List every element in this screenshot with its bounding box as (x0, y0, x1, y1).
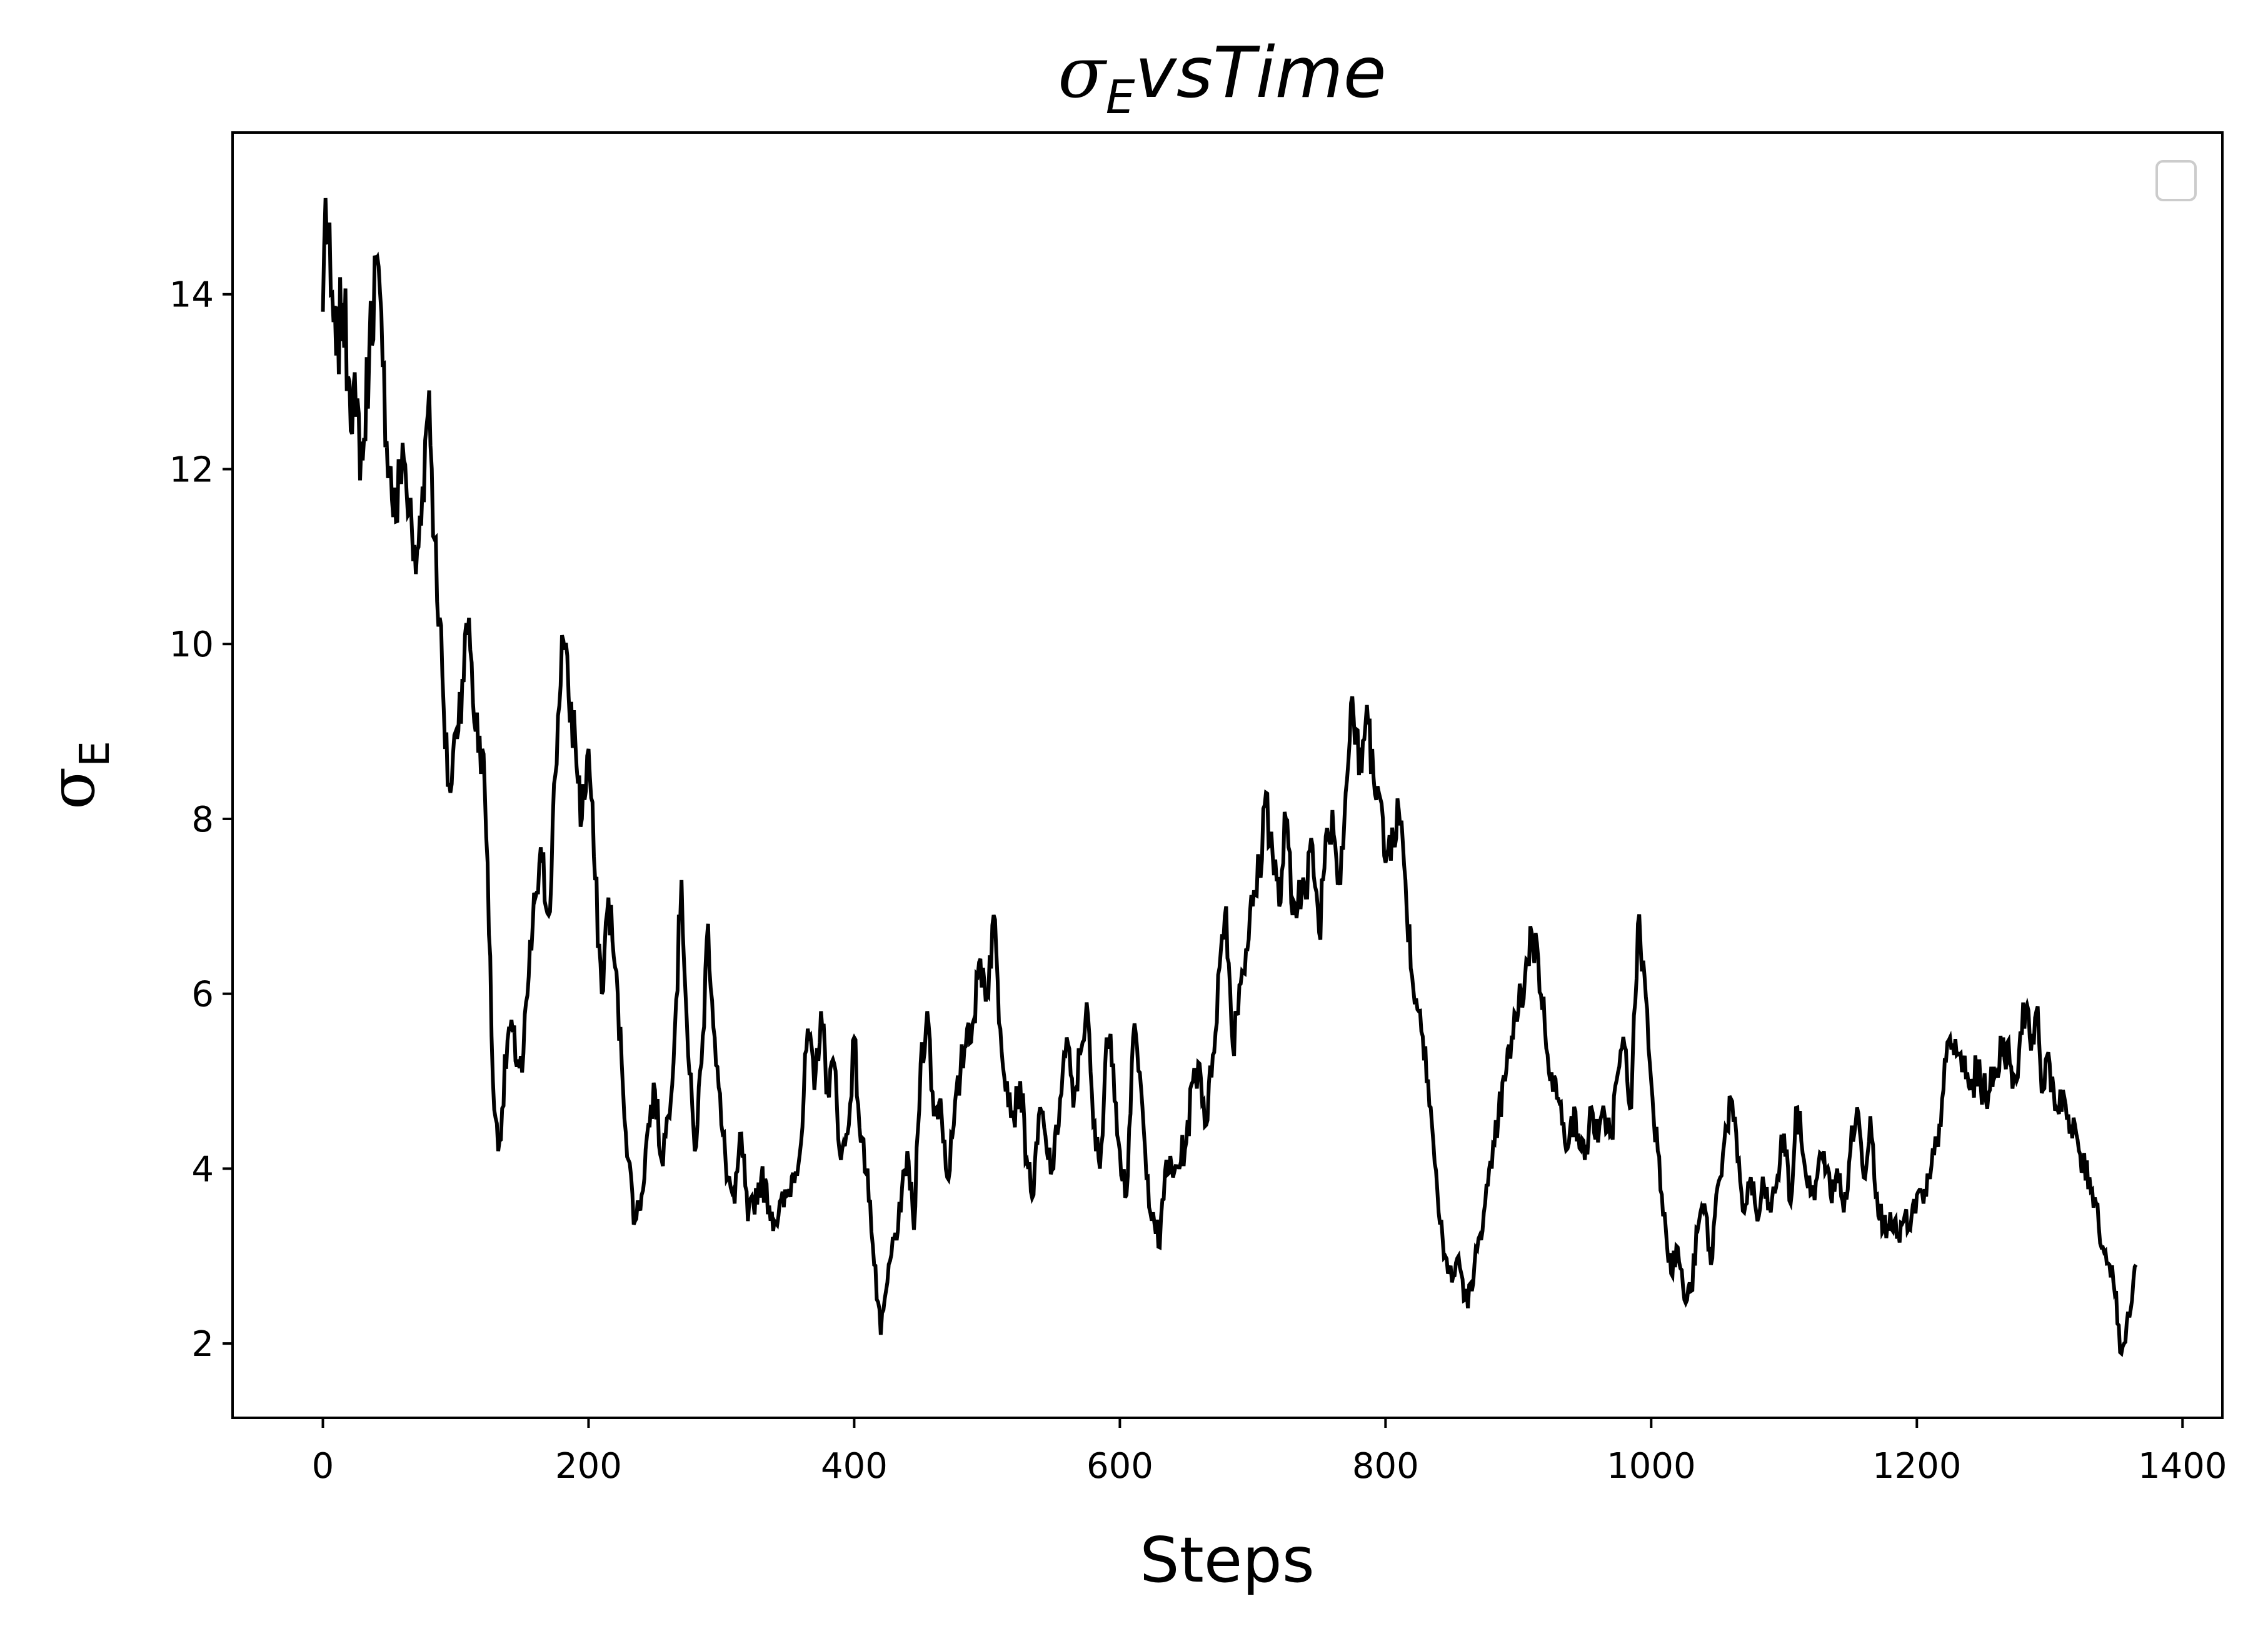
x-tick-label: 0 (312, 1446, 334, 1487)
chart-title: σEvsTime (1058, 33, 1386, 124)
x-tick-label: 400 (821, 1446, 888, 1487)
plot-area (321, 198, 2138, 1357)
title-sigma: σ (1058, 33, 1107, 114)
y-tick-label: 4 (191, 1149, 214, 1190)
x-tick-label: 1200 (1872, 1446, 1962, 1487)
y-tick-label: 2 (191, 1324, 214, 1365)
y-tick-label: 12 (169, 449, 214, 490)
title-subscript: E (1106, 71, 1135, 124)
y-tick-label: 14 (169, 275, 214, 316)
x-tick-label: 1400 (2138, 1446, 2227, 1487)
ylabel-subscript: E (71, 741, 119, 767)
ylabel-sigma: σ (36, 767, 109, 810)
legend-box (2155, 160, 2197, 201)
y-tick-label: 8 (191, 800, 214, 840)
title-rest: vsTime (1135, 33, 1387, 114)
x-tick-label: 600 (1086, 1446, 1153, 1487)
y-axis-ticks: 2 4 6 8 10 12 14 (169, 275, 233, 1365)
x-tick-label: 800 (1352, 1446, 1419, 1487)
y-axis-label: σE (36, 741, 119, 810)
series-line (321, 198, 2138, 1357)
x-axis-ticks: 0 200 400 600 800 1000 1200 1400 (312, 1418, 2227, 1487)
axes-frame (231, 131, 2224, 1419)
x-axis-label: Steps (1140, 1523, 1315, 1597)
y-tick-label: 10 (169, 625, 214, 665)
x-tick-label: 1000 (1607, 1446, 1696, 1487)
x-tick-label: 200 (555, 1446, 622, 1487)
y-tick-label: 6 (191, 975, 214, 1015)
